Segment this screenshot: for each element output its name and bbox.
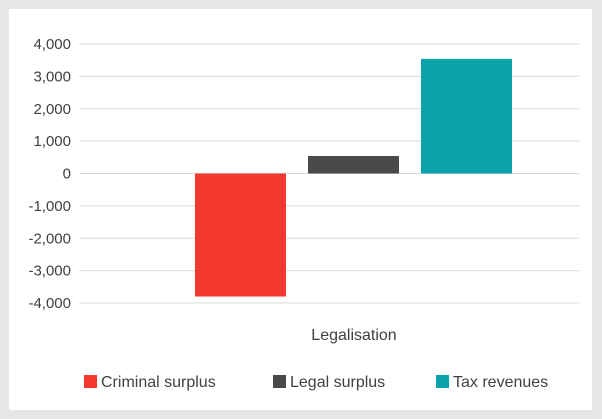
bars	[195, 58, 512, 297]
legend-label: Legal surplus	[290, 374, 385, 391]
x-category-label: Legalisation	[311, 327, 396, 344]
bar-criminal-surplus	[195, 173, 286, 297]
y-tick-label: -3,000	[28, 263, 71, 280]
legend: Criminal surplus Legal surplus Tax revenue…	[84, 374, 548, 391]
legend-swatch	[273, 375, 286, 388]
y-tick-label: 0	[63, 166, 71, 183]
legend-swatch	[84, 375, 97, 388]
y-tick-label: 2,000	[33, 101, 71, 118]
bar-legal-surplus	[308, 156, 399, 174]
x-axis-labels: Legalisation	[311, 327, 396, 344]
y-axis-tick-labels: 4,000 3,000 2,000 1,000 0 -1,000 -2,000 -3,000 -…	[28, 36, 71, 312]
y-tick-label: -4,000	[28, 295, 71, 312]
y-tick-label: 3,000	[33, 68, 71, 85]
y-tick-label: -2,000	[28, 230, 71, 247]
bar-tax-revenues	[421, 58, 512, 174]
y-tick-label: 1,000	[33, 133, 71, 150]
y-tick-label: -1,000	[28, 198, 71, 215]
chart-svg: 4,000 3,000 2,000 1,000 0 -1,000 -2,000 -3,000 -…	[28, 36, 579, 391]
legend-label: Tax revenues	[453, 374, 548, 391]
legend-swatch	[436, 375, 449, 388]
legend-label: Criminal surplus	[101, 374, 216, 391]
chart-area: 4,000 3,000 2,000 1,000 0 -1,000 -2,000 -3,000 -…	[9, 9, 592, 410]
y-tick-label: 4,000	[33, 36, 71, 53]
